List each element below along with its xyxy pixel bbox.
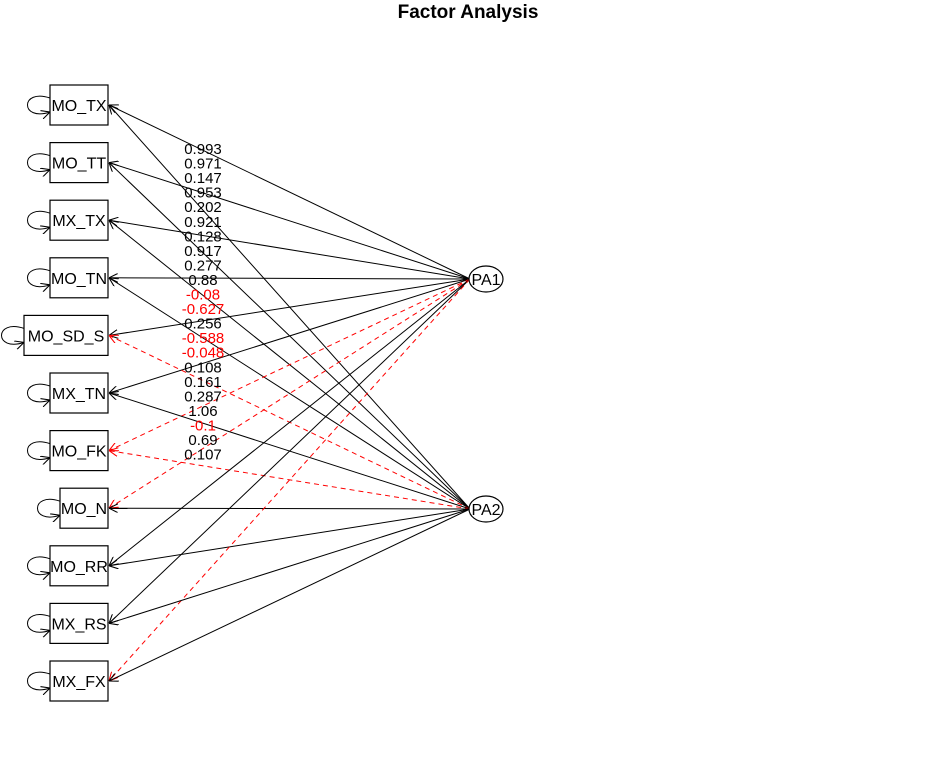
variable-label: MX_RS <box>51 616 106 633</box>
variable-label: MO_RR <box>50 559 108 576</box>
factor-node-pa1: PA1 <box>468 265 504 293</box>
variable-node-mo-tt: MO_TT <box>49 142 109 184</box>
residual-loop <box>27 671 51 690</box>
residual-loop <box>1 326 25 345</box>
loading-edges <box>109 105 471 681</box>
loading-label: 0.917 <box>184 243 222 260</box>
variable-node-mx-tx: MX_TX <box>49 199 109 241</box>
loading-label: 0.921 <box>184 214 222 231</box>
loading-label: 0.69 <box>188 432 217 449</box>
loading-label: -0.048 <box>182 345 225 362</box>
loading-edge-pa2-mo-rr <box>109 508 471 566</box>
residual-loop <box>27 441 51 460</box>
loading-label: 0.161 <box>184 374 222 391</box>
loading-label: 0.287 <box>184 388 222 405</box>
variable-boxes: MO_TX MO_TT MX_TX MO_TN MO_SD_S MX_TN MO_FK MO_… <box>23 84 109 702</box>
variable-box <box>49 199 109 241</box>
residual-loop <box>27 556 51 575</box>
variable-node-mo-n: MO_N <box>59 487 109 529</box>
variable-box <box>49 602 109 645</box>
variable-box <box>49 430 109 472</box>
variable-node-mo-sd-s: MO_SD_S <box>23 314 109 356</box>
residual-loop <box>27 614 51 633</box>
variable-label: MO_FK <box>51 444 106 461</box>
variable-box <box>49 372 109 414</box>
loading-labels: 0.9930.9710.1470.9530.2020.9210.1280.917… <box>182 141 225 464</box>
variable-label: MO_N <box>61 501 107 518</box>
loading-label: 1.06 <box>188 403 217 420</box>
loading-label: 0.953 <box>184 185 222 202</box>
variable-box <box>49 545 109 587</box>
residual-loop <box>27 210 51 229</box>
loading-label: 0.108 <box>184 359 222 376</box>
variable-node-mo-tn: MO_TN <box>49 257 109 299</box>
variable-node-mo-tx: MO_TX <box>49 84 109 126</box>
loading-edge-pa2-mo-tn <box>109 278 471 510</box>
diagram-title: Factor Analysis <box>398 2 539 23</box>
variable-node-mx-fx: MX_FX <box>49 660 109 702</box>
factor-ellipse <box>468 265 504 293</box>
variable-node-mx-tn: MX_TN <box>49 372 109 414</box>
loading-label: 0.971 <box>184 156 222 173</box>
loading-edge-pa1-mx-rs <box>109 278 471 623</box>
loading-label: 0.202 <box>184 199 222 216</box>
loading-edge-pa2-mo-n <box>109 508 471 509</box>
residual-loop <box>27 268 51 287</box>
loading-edge-pa2-mx-rs <box>109 508 471 623</box>
loading-label: -0.627 <box>182 301 225 318</box>
variable-box <box>49 660 109 702</box>
factor-nodes: PA1 PA2 <box>468 265 504 523</box>
loading-label: 0.277 <box>184 257 222 274</box>
residual-loops <box>1 95 61 690</box>
variable-label: MO_SD_S <box>28 328 104 345</box>
factor-label: PA2 <box>471 502 500 519</box>
variable-box <box>23 314 109 356</box>
loading-label: 0.147 <box>184 170 222 187</box>
loading-label: -0.08 <box>186 287 220 304</box>
loading-label: 0.88 <box>188 272 217 289</box>
loading-edge-pa2-mx-fx <box>109 508 471 681</box>
variable-label: MX_TX <box>52 213 106 230</box>
variable-label: MO_TX <box>51 98 106 115</box>
loading-edge-pa1-mo-tt <box>109 163 471 280</box>
loading-edge-pa1-mo-sd-s <box>109 278 471 335</box>
loading-edge-pa1-mx-tx <box>109 220 471 280</box>
variable-node-mo-rr: MO_RR <box>49 545 109 587</box>
loading-label: 0.107 <box>184 447 222 464</box>
loading-label: 0.128 <box>184 228 222 245</box>
loading-edge-pa1-mo-rr <box>109 278 471 566</box>
loading-edge-pa1-mx-fx <box>109 278 471 681</box>
variable-node-mx-rs: MX_RS <box>49 602 109 645</box>
residual-loop <box>27 383 51 402</box>
loading-label: 0.993 <box>184 141 222 158</box>
factor-node-pa2: PA2 <box>468 495 504 523</box>
loading-edge-pa1-mo-fk <box>109 278 471 451</box>
loading-edge-pa1-mo-tn <box>109 278 471 279</box>
loading-label: -0.1 <box>190 417 216 434</box>
variable-label: MX_TN <box>52 386 106 403</box>
variable-box <box>49 84 109 126</box>
loading-label: 0.256 <box>184 316 222 333</box>
residual-loop <box>37 498 61 517</box>
loading-edge-pa1-mx-tn <box>109 278 471 393</box>
variable-box <box>49 142 109 184</box>
variable-label: MO_TT <box>52 156 106 173</box>
factor-label: PA1 <box>471 272 500 289</box>
factor-ellipse <box>468 495 504 523</box>
loading-label: -0.588 <box>182 330 225 347</box>
variable-label: MO_TN <box>51 271 107 288</box>
residual-loop <box>27 153 51 172</box>
loading-edge-pa1-mo-tx <box>109 105 471 280</box>
variable-label: MX_FX <box>52 674 106 691</box>
residual-loop <box>27 95 51 114</box>
variable-box <box>49 257 109 299</box>
variable-node-mo-fk: MO_FK <box>49 430 109 472</box>
variable-box <box>59 487 109 529</box>
